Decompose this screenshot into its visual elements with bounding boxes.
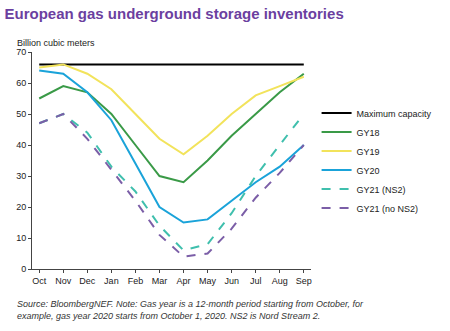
svg-text:Billion cubic meters: Billion cubic meters xyxy=(17,38,95,48)
svg-text:GY21 (no NS2): GY21 (no NS2) xyxy=(357,204,419,214)
svg-text:40: 40 xyxy=(16,140,26,150)
svg-text:Aug: Aug xyxy=(272,276,288,286)
svg-text:Nov: Nov xyxy=(55,276,72,286)
svg-text:European gas underground stora: European gas underground storage invento… xyxy=(5,5,344,22)
svg-text:70: 70 xyxy=(16,47,26,57)
svg-text:10: 10 xyxy=(16,233,26,243)
svg-text:Dec: Dec xyxy=(79,276,96,286)
svg-text:20: 20 xyxy=(16,202,26,212)
svg-text:Mar: Mar xyxy=(152,276,168,286)
svg-text:Maximum capacity: Maximum capacity xyxy=(357,109,432,119)
svg-text:GY21 (NS2): GY21 (NS2) xyxy=(357,185,406,195)
svg-text:Jun: Jun xyxy=(224,276,239,286)
svg-text:Source: BloombergNEF. Note: Ga: Source: BloombergNEF. Note: Gas year is … xyxy=(17,299,364,321)
svg-text:Jul: Jul xyxy=(250,276,262,286)
svg-text:Feb: Feb xyxy=(128,276,144,286)
svg-text:Jan: Jan xyxy=(104,276,119,286)
svg-text:Sep: Sep xyxy=(296,276,312,286)
svg-text:GY18: GY18 xyxy=(357,128,380,138)
svg-text:30: 30 xyxy=(16,171,26,181)
svg-text:Oct: Oct xyxy=(32,276,47,286)
svg-text:Apr: Apr xyxy=(177,276,191,286)
svg-text:50: 50 xyxy=(16,109,26,119)
svg-text:May: May xyxy=(199,276,217,286)
svg-text:GY20: GY20 xyxy=(357,166,380,176)
svg-text:GY19: GY19 xyxy=(357,147,380,157)
svg-text:0: 0 xyxy=(21,264,26,274)
svg-text:60: 60 xyxy=(16,78,26,88)
